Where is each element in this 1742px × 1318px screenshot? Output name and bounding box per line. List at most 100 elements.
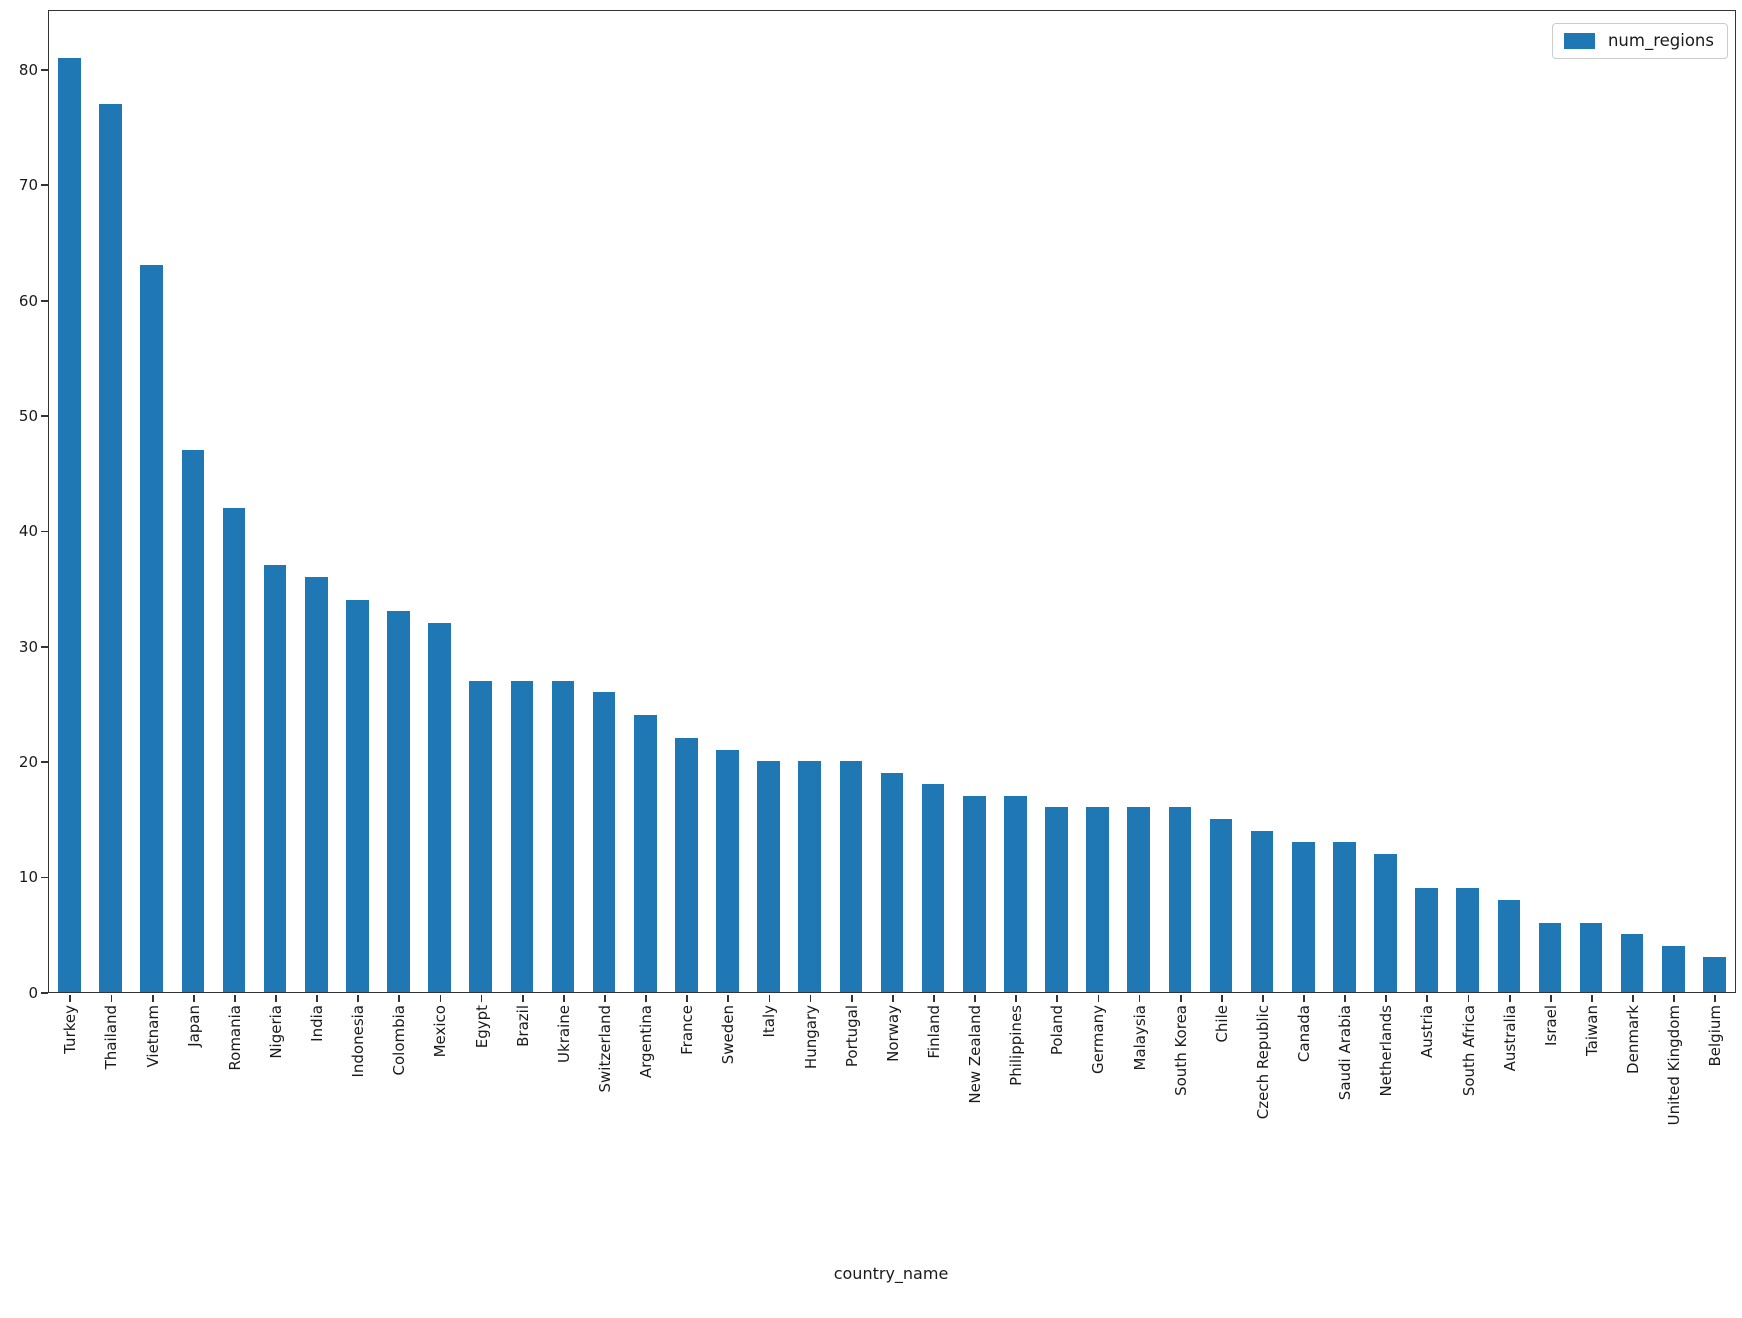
bar-south-korea: [1168, 807, 1192, 992]
x-tick-label-sweden: Sweden: [719, 1004, 738, 1064]
legend: num_regions: [1551, 23, 1728, 59]
x-tick-mark: [316, 994, 318, 1002]
x-tick-mark: [891, 994, 894, 1002]
x-tick-mark: [1179, 994, 1182, 1002]
bar-egypt: [469, 680, 493, 992]
x-tick-mark: [69, 994, 72, 1002]
bar-united-kingdom: [1662, 945, 1685, 992]
x-tick-label-germany: Germany: [1089, 1004, 1108, 1074]
y-tick-label: 80: [18, 61, 38, 80]
x-tick-mark: [192, 994, 195, 1002]
x-tick-label-chile: Chile: [1212, 1004, 1231, 1043]
x-tick-label-united-kingdom: United Kingdom: [1665, 1004, 1684, 1125]
x-tick-mark: [974, 994, 976, 1002]
x-tick-label-new-zealand: New Zealand: [966, 1004, 985, 1104]
x-tick-mark: [1344, 994, 1347, 1002]
x-tick-label-finland: Finland: [924, 1004, 943, 1059]
y-tick-label: 30: [18, 637, 38, 656]
bar-mexico: [428, 622, 451, 992]
x-tick-label-australia: Australia: [1500, 1004, 1519, 1071]
bar-brazil: [510, 680, 534, 992]
bar-finland: [921, 784, 945, 992]
y-tick-mark: [41, 415, 48, 417]
x-tick-mark: [1385, 994, 1388, 1002]
bar-poland: [1045, 807, 1068, 992]
bar-hungary: [798, 761, 822, 992]
x-tick-mark: [1138, 994, 1141, 1002]
y-tick-label: 10: [18, 868, 38, 887]
x-tick-label-italy: Italy: [760, 1004, 779, 1038]
bar-new-zealand: [962, 795, 986, 992]
bar-france: [675, 738, 698, 992]
bar-austria: [1415, 888, 1438, 992]
bar-malaysia: [1127, 807, 1151, 992]
x-tick-label-czech-republic: Czech Republic: [1253, 1004, 1272, 1119]
bar-czech-republic: [1250, 830, 1274, 992]
plot-area: num_regions: [48, 10, 1736, 993]
x-tick-mark: [727, 994, 730, 1002]
y-tick-mark: [41, 876, 48, 879]
y-tick-label: 0: [28, 983, 38, 1002]
bar-netherlands: [1374, 853, 1397, 992]
y-tick-label: 20: [18, 753, 38, 772]
x-tick-mark: [357, 994, 360, 1002]
x-tick-label-denmark: Denmark: [1623, 1004, 1642, 1074]
y-tick-mark: [41, 299, 48, 302]
y-tick-mark: [41, 645, 48, 648]
x-tick-label-nigeria: Nigeria: [266, 1004, 285, 1059]
bar-norway: [880, 772, 904, 992]
bar-ukraine: [551, 680, 575, 992]
bar-portugal: [839, 761, 863, 992]
x-tick-mark: [809, 994, 812, 1002]
bar-saudi-arabia: [1333, 842, 1356, 992]
x-tick-label-saudi-arabia: Saudi Arabia: [1336, 1004, 1355, 1100]
x-tick-mark: [1549, 994, 1552, 1002]
y-tick-label: 70: [18, 176, 38, 195]
bar-chile: [1209, 818, 1233, 992]
bar-argentina: [633, 715, 657, 992]
x-tick-mark: [645, 994, 647, 1002]
x-tick-label-france: France: [678, 1004, 697, 1055]
x-tick-label-belgium: Belgium: [1706, 1004, 1725, 1067]
x-tick-mark: [233, 994, 236, 1002]
x-tick-label-japan: Japan: [184, 1004, 203, 1047]
x-tick-label-south-africa: South Africa: [1459, 1004, 1478, 1096]
x-axis-title: country_name: [833, 1264, 949, 1283]
x-tick-label-norway: Norway: [883, 1004, 902, 1062]
x-tick-mark: [686, 994, 689, 1002]
x-tick-label-indonesia: Indonesia: [349, 1004, 368, 1078]
x-tick-mark: [1303, 994, 1305, 1002]
legend-label: num_regions: [1607, 31, 1714, 50]
x-tick-label-ukraine: Ukraine: [554, 1004, 573, 1063]
x-tick-mark: [439, 994, 442, 1002]
x-tick-label-mexico: Mexico: [431, 1004, 450, 1057]
x-tick-label-south-korea: South Korea: [1171, 1004, 1190, 1096]
x-tick-mark: [1714, 994, 1717, 1002]
x-tick-mark: [1426, 994, 1429, 1002]
y-tick-mark: [41, 530, 48, 533]
x-tick-mark: [1632, 994, 1634, 1002]
x-tick-mark: [768, 994, 771, 1002]
bar-vietnam: [140, 265, 164, 992]
x-tick-label-hungary: Hungary: [801, 1004, 820, 1069]
x-tick-mark: [1508, 994, 1511, 1002]
x-tick-mark: [1673, 994, 1675, 1002]
bar-thailand: [99, 103, 122, 992]
y-tick-mark: [41, 991, 48, 994]
bar-sweden: [716, 749, 739, 992]
x-tick-label-vietnam: Vietnam: [143, 1004, 162, 1068]
x-tick-mark: [562, 994, 565, 1002]
bar-australia: [1497, 899, 1521, 992]
bar-nigeria: [263, 565, 287, 992]
y-tick-mark: [41, 184, 48, 187]
x-tick-label-canada: Canada: [1295, 1004, 1314, 1062]
bar-canada: [1291, 842, 1315, 992]
y-tick-mark: [41, 761, 48, 763]
x-tick-mark: [275, 994, 277, 1002]
bar-taiwan: [1579, 922, 1603, 992]
bar-belgium: [1703, 957, 1726, 992]
x-tick-label-argentina: Argentina: [637, 1004, 656, 1078]
x-tick-label-romania: Romania: [225, 1004, 244, 1071]
x-tick-label-colombia: Colombia: [390, 1004, 409, 1076]
